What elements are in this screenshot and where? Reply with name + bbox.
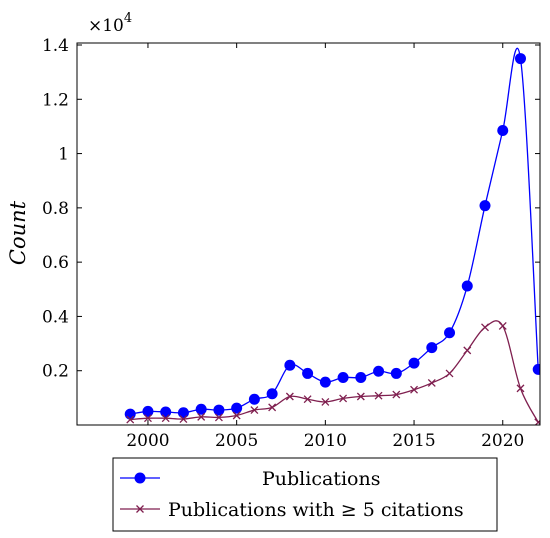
data-point	[285, 392, 294, 401]
data-point	[214, 413, 223, 422]
data-point	[410, 385, 419, 394]
data-point	[355, 372, 367, 383]
data-point	[266, 388, 278, 400]
data-point	[177, 407, 189, 419]
legend-marker-cited-publications	[136, 505, 144, 513]
data-point	[143, 414, 152, 423]
data-point	[390, 367, 402, 379]
data-point	[321, 397, 330, 406]
legend-box	[112, 457, 498, 532]
data-point	[374, 391, 383, 400]
y-tick-label: 1.2	[42, 90, 69, 110]
data-point	[497, 125, 509, 136]
data-point	[356, 392, 365, 401]
series-publications	[124, 47, 540, 420]
series-cited-publications	[126, 320, 540, 425]
ticks-layer: 0.2 0.4 0.6 0.8 1 1.2 1.4 2000 2005 2010 2015 2020	[42, 36, 540, 451]
data-point	[373, 365, 385, 377]
legend-entry-cited-publications: Publications with ≥ 5 citations	[120, 499, 464, 521]
series-line	[130, 47, 539, 415]
y-multiplier-label: ×104	[88, 11, 132, 36]
data-point	[161, 414, 170, 423]
x-tick-label: 2015	[392, 431, 435, 451]
data-point	[213, 404, 225, 416]
data-point	[532, 363, 540, 375]
data-point	[126, 415, 135, 424]
x-tick-label: 2020	[481, 431, 524, 451]
data-point	[445, 369, 454, 378]
x-tick-label: 2000	[126, 431, 169, 451]
data-point	[197, 412, 206, 421]
y-tick-label: 0.4	[42, 307, 69, 327]
data-point	[498, 321, 507, 330]
y-tick-label: 0.6	[42, 253, 69, 273]
plot-frame	[76, 42, 541, 426]
data-point	[337, 372, 349, 383]
legend-label-cited-publications: Publications with ≥ 5 citations	[168, 499, 464, 521]
y-tick-label: 0.8	[42, 199, 69, 219]
y-tick-label: 1	[58, 145, 69, 165]
data-point	[426, 342, 438, 354]
legend-label-publications: Publications	[262, 468, 380, 490]
data-point	[408, 357, 420, 369]
series-line	[130, 320, 539, 423]
data-point	[392, 390, 401, 399]
data-point	[427, 378, 436, 387]
data-point	[142, 405, 154, 417]
data-point	[231, 402, 243, 414]
data-point	[302, 367, 314, 379]
data-point	[160, 406, 172, 418]
data-point	[514, 53, 526, 65]
x-tick-label: 2005	[215, 431, 258, 451]
data-point	[124, 408, 136, 420]
data-point	[284, 359, 296, 371]
data-point	[339, 394, 348, 403]
data-point	[303, 395, 312, 404]
data-point	[250, 406, 259, 415]
y-tick-label: 0.2	[42, 362, 69, 382]
data-point	[232, 411, 241, 420]
legend: Publications Publications with ≥ 5 citat…	[112, 457, 498, 532]
data-point	[444, 327, 456, 339]
legend-marker-publications	[134, 472, 146, 484]
y-tick-label: 1.4	[42, 36, 69, 56]
series-layer	[124, 47, 540, 425]
data-point	[481, 323, 489, 332]
data-point	[248, 393, 260, 405]
data-point	[463, 346, 472, 355]
legend-entry-publications: Publications	[120, 468, 380, 490]
data-point	[516, 384, 525, 393]
data-point	[268, 403, 277, 412]
data-point	[195, 403, 207, 415]
data-point	[461, 280, 473, 292]
data-point	[319, 376, 331, 388]
y-axis-label: Count	[6, 200, 30, 265]
data-point	[479, 200, 491, 212]
x-tick-label: 2010	[304, 431, 347, 451]
data-point	[179, 415, 188, 423]
